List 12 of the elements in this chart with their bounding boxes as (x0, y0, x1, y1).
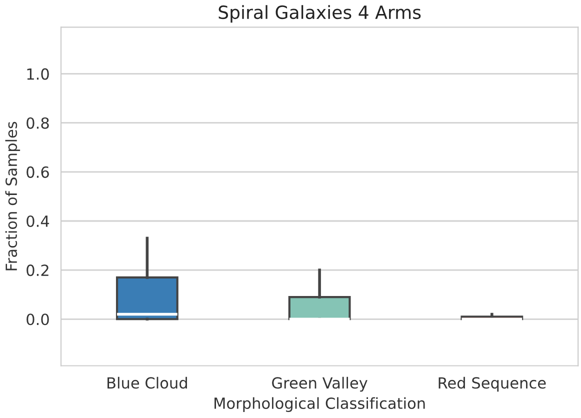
x-tick-label: Green Valley (272, 376, 368, 392)
y-tick-label: 0.2 (26, 264, 48, 276)
y-tick-label: 1.0 (27, 68, 49, 80)
y-tick-label: 0.4 (26, 215, 50, 228)
x-tick-label: Blue Cloud (108, 376, 187, 389)
chart-title: Spiral Galaxies 4 Arms (218, 5, 421, 23)
x-tick-label: Red Sequence (438, 376, 546, 392)
y-axis-title: Fraction of Samples (5, 122, 20, 270)
y-tick-label: 0.6 (26, 166, 49, 178)
y-tick-label: 0.0 (26, 314, 49, 326)
y-tick-label: 0.8 (26, 117, 49, 129)
x-axis-title: Morphological Classification (214, 397, 425, 412)
